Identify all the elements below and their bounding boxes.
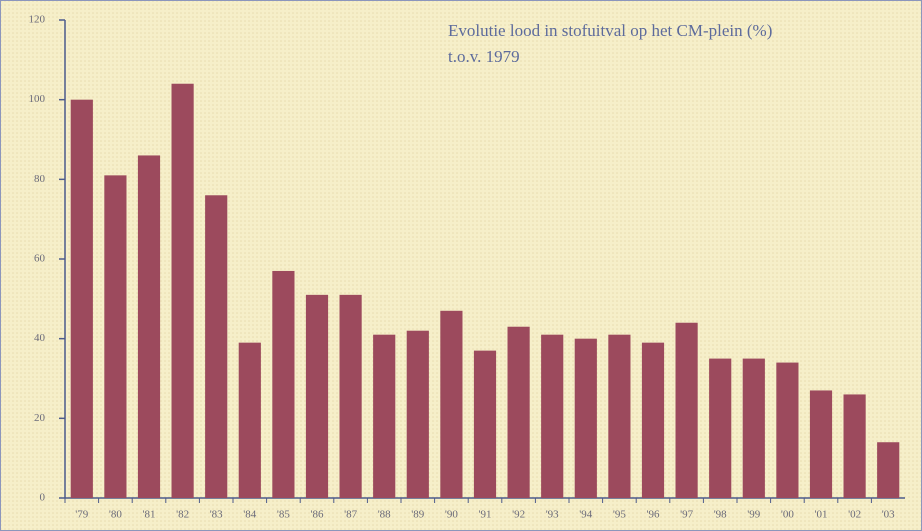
bar [877,442,900,498]
bar [776,362,799,498]
x-tick-label: '86 [311,509,324,521]
y-tick-label: 20 [34,412,46,424]
bar [541,334,564,498]
x-tick-label: '80 [109,509,122,521]
x-tick-label: '93 [546,509,559,521]
bar [507,326,530,498]
bar [137,155,161,498]
x-tick-label: '82 [176,509,189,521]
x-tick-label: '96 [647,509,660,521]
x-tick-label: '88 [378,509,391,521]
bar [305,294,329,498]
bar [574,338,597,498]
y-tick-label: 80 [34,173,46,185]
bar [641,342,665,498]
bar [104,175,127,498]
x-tick-label: '87 [344,509,357,521]
x-tick-label: '91 [479,509,492,521]
y-tick-label: 120 [29,14,46,26]
x-tick-label: '81 [143,509,156,521]
x-tick-label: '97 [680,509,693,521]
x-tick-label: '95 [613,509,626,521]
bar [272,270,295,498]
x-tick-label: '02 [848,509,861,521]
x-tick-label: '03 [882,509,895,521]
bar [440,310,463,498]
bar [809,390,833,498]
bar [373,334,396,498]
x-tick-label: '94 [579,509,592,521]
x-tick-label: '83 [210,509,223,521]
bar [238,342,261,498]
bar [473,350,497,498]
bar [339,294,362,498]
y-tick-label: 40 [34,332,46,344]
bar [742,358,765,498]
chart-subtitle: t.o.v. 1979 [448,47,520,66]
x-tick-label: '85 [277,509,290,521]
x-tick-label: '92 [512,509,525,521]
bar [675,322,698,498]
bar [843,394,866,498]
bar [709,358,732,498]
y-tick-label: 0 [40,492,46,504]
x-tick-label: '89 [411,509,424,521]
bar [70,99,93,499]
x-tick-label: '79 [75,509,88,521]
x-tick-label: '00 [781,509,794,521]
y-tick-label: 60 [34,253,46,265]
x-tick-label: '01 [815,509,828,521]
x-tick-label: '90 [445,509,458,521]
x-tick-label: '99 [747,509,760,521]
bar [171,83,194,498]
bar [608,334,631,498]
y-tick-label: 100 [29,93,46,105]
x-tick-label: '98 [714,509,727,521]
x-tick-label: '84 [243,509,256,521]
bar [205,195,228,498]
bar [406,330,429,498]
chart-title: Evolutie lood in stofuitval op het CM-pl… [448,21,772,40]
